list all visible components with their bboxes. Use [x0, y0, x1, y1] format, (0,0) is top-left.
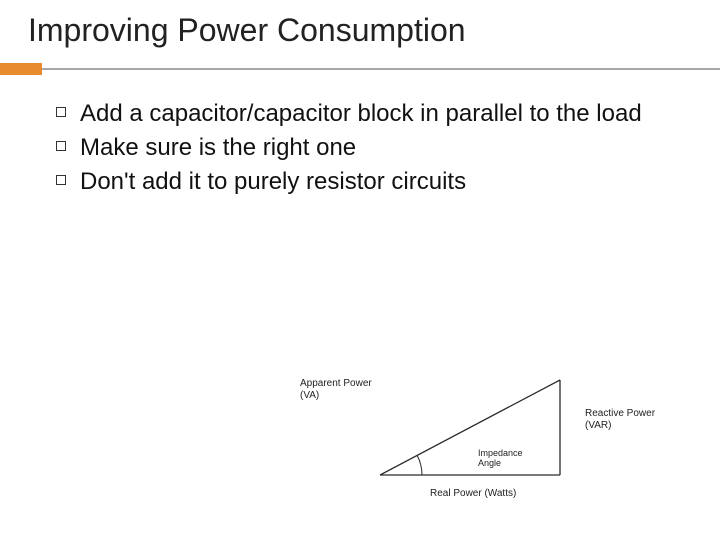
label-text: Apparent Power	[300, 378, 372, 389]
label-apparent-power: Apparent Power (VA)	[300, 378, 372, 402]
divider-line	[0, 68, 720, 70]
title-area: Improving Power Consumption	[0, 0, 720, 53]
bullet-text: Add a capacitor/capacitor block in paral…	[80, 100, 642, 127]
label-reactive-power: Reactive Power (VAR)	[585, 408, 655, 432]
label-text: (VAR)	[585, 420, 611, 431]
list-item: Add a capacitor/capacitor block in paral…	[56, 99, 684, 129]
label-text: Angle	[478, 458, 501, 468]
bullet-marker-icon	[56, 107, 66, 117]
slide: Improving Power Consumption Add a capaci…	[0, 0, 720, 540]
accent-block	[0, 63, 42, 75]
label-text: (VA)	[300, 390, 319, 401]
label-text: Real Power (Watts)	[430, 488, 516, 499]
bullet-list: Add a capacitor/capacitor block in paral…	[56, 99, 684, 197]
bullet-text: Make sure is the right one	[80, 134, 356, 161]
bullet-marker-icon	[56, 175, 66, 185]
content-area: Add a capacitor/capacitor block in paral…	[0, 75, 720, 197]
bullet-marker-icon	[56, 141, 66, 151]
list-item: Make sure is the right one	[56, 133, 684, 163]
bullet-text: Don't add it to purely resistor circuits	[80, 168, 466, 195]
page-title: Improving Power Consumption	[28, 12, 692, 49]
label-impedance-angle: Impedance Angle	[478, 448, 523, 469]
divider-row	[0, 63, 720, 75]
label-text: Reactive Power	[585, 408, 655, 419]
label-text: Impedance	[478, 448, 523, 458]
power-triangle-diagram: Apparent Power (VA) Reactive Power (VAR)…	[260, 340, 670, 515]
label-real-power: Real Power (Watts)	[430, 488, 516, 499]
list-item: Don't add it to purely resistor circuits	[56, 167, 684, 197]
